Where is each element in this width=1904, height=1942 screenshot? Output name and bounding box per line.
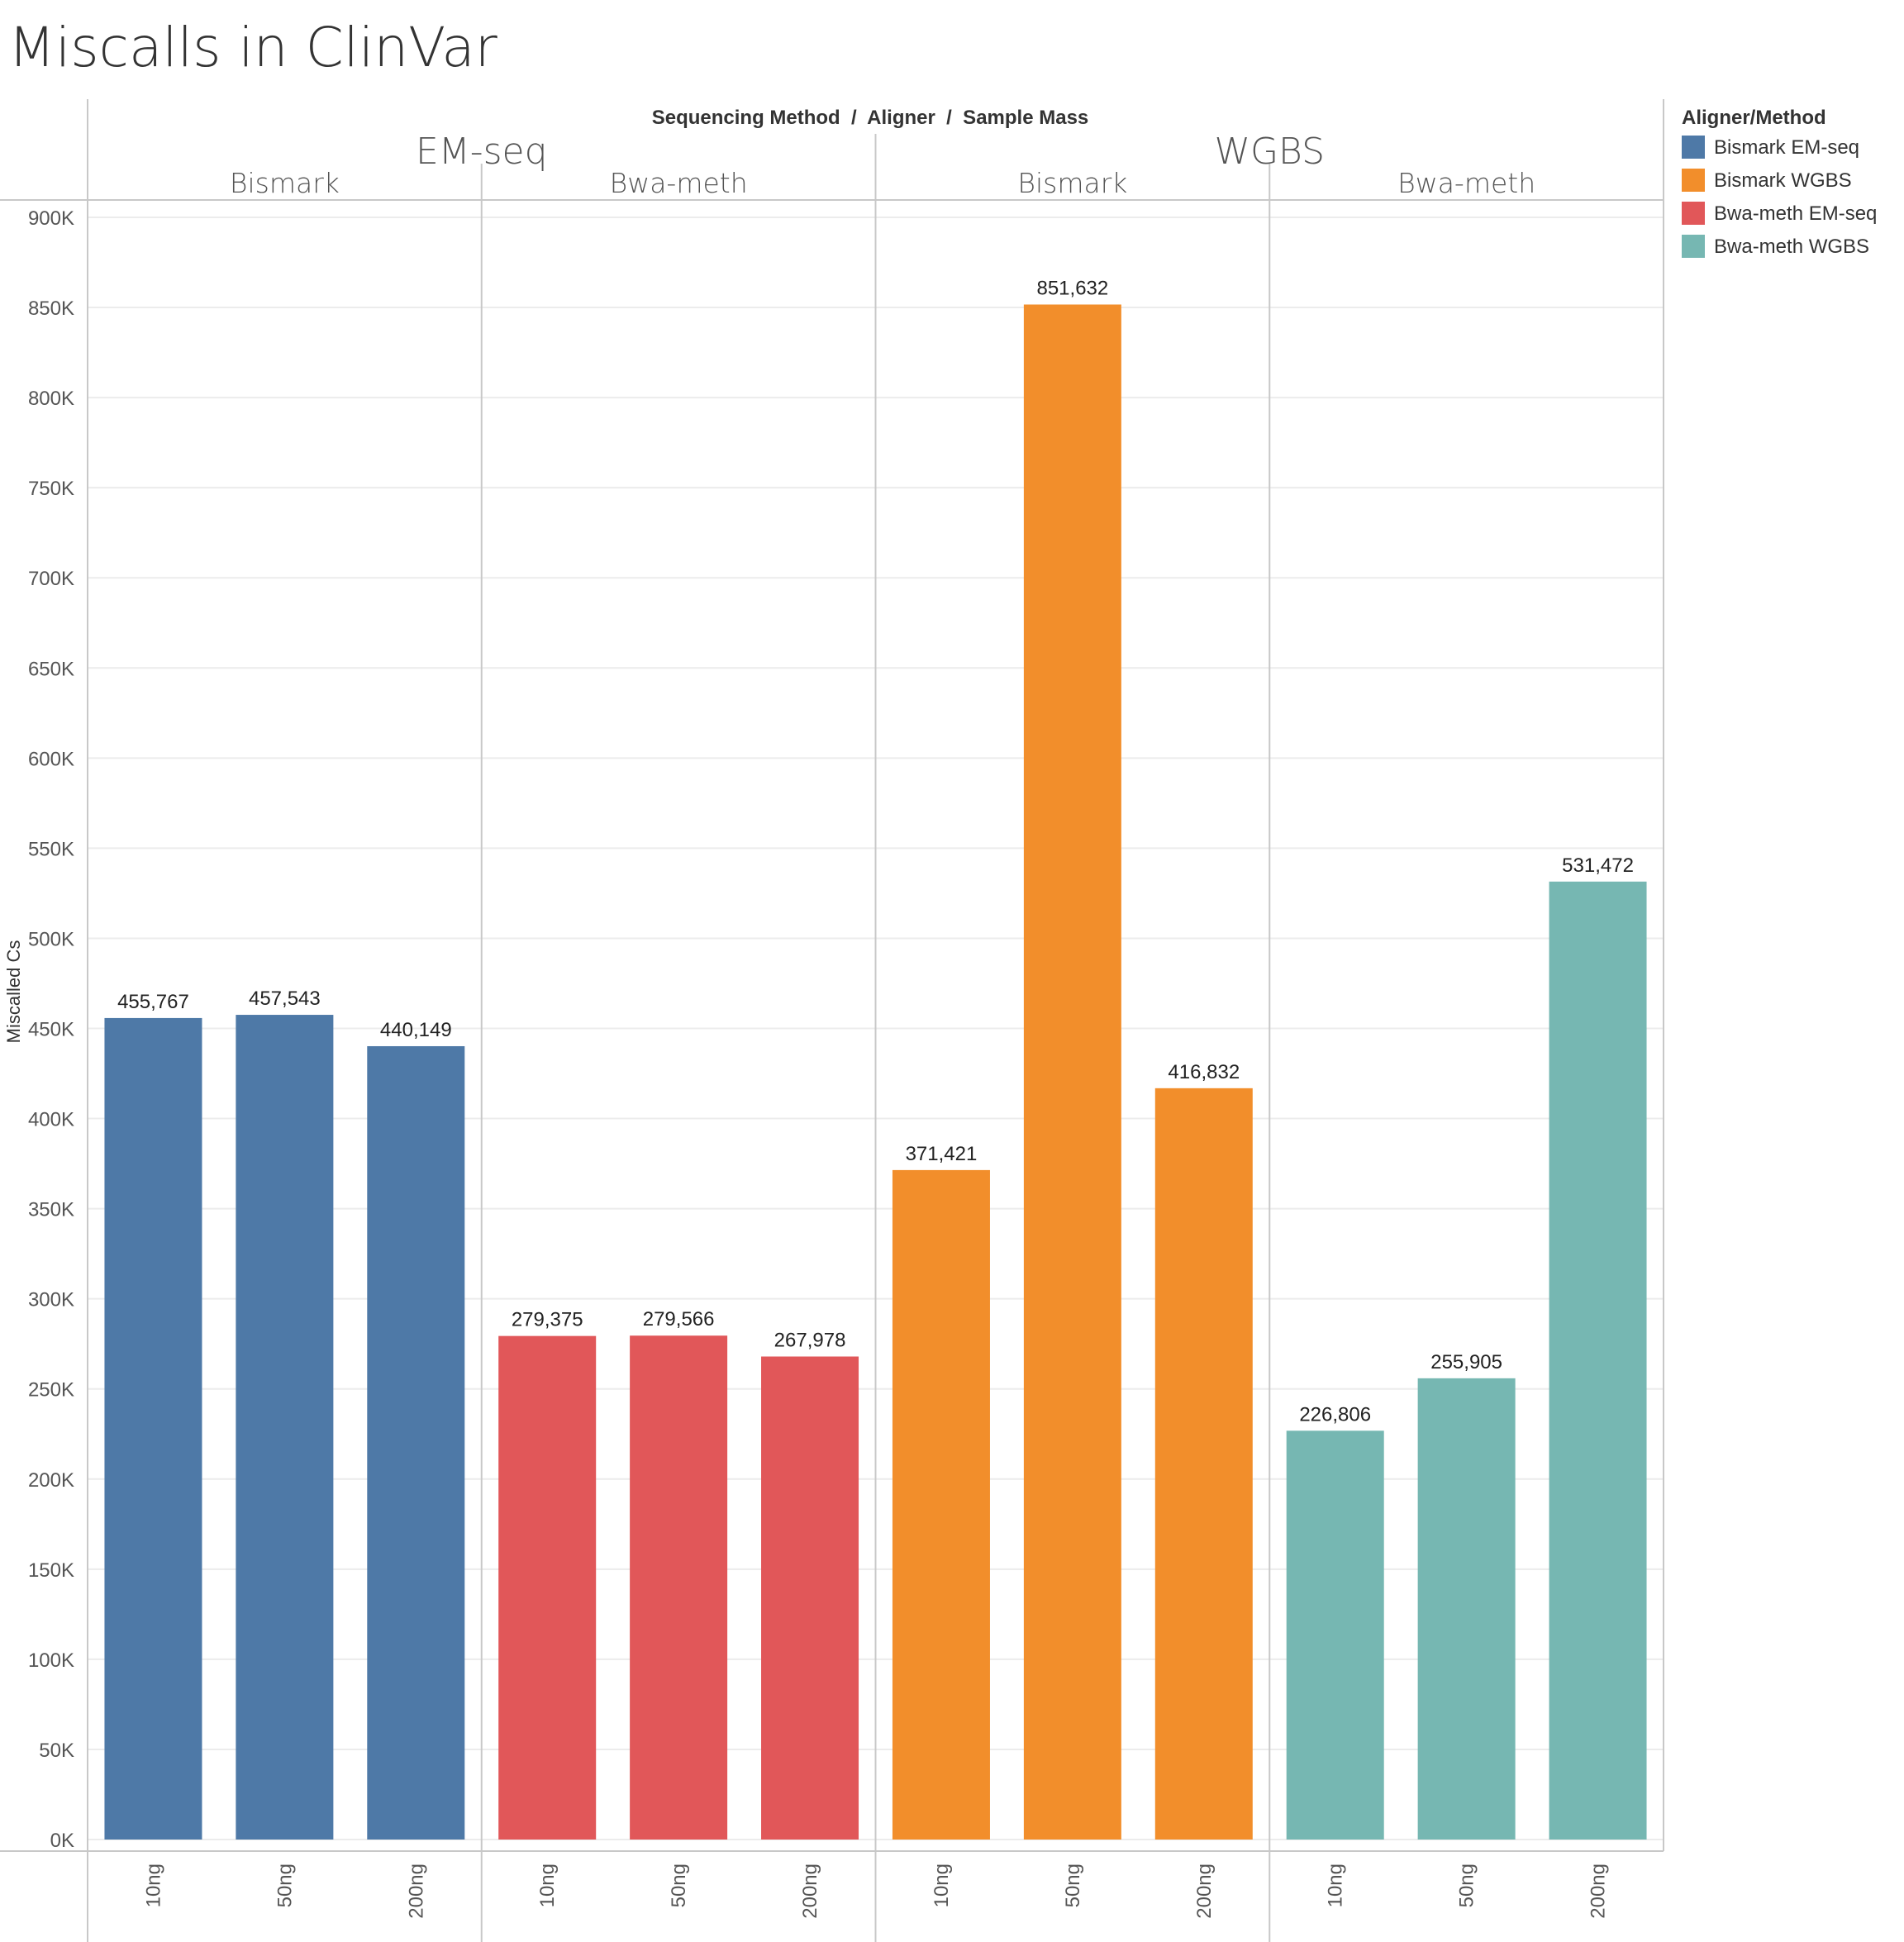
bar-bismark-wgbs-50ng xyxy=(1023,304,1121,1840)
bar-value-label: 371,421 xyxy=(906,1143,978,1165)
method-header: EM-seq xyxy=(416,131,548,173)
x-tick-label: 200ng xyxy=(799,1863,821,1919)
y-tick-label: 700K xyxy=(28,568,74,590)
bar-bismark-wgbs-10ng xyxy=(892,1169,990,1840)
y-tick-label: 350K xyxy=(28,1199,74,1221)
x-tick-label: 50ng xyxy=(668,1863,690,1907)
legend-swatch xyxy=(1682,235,1705,258)
x-tick-label: 50ng xyxy=(1456,1863,1478,1907)
legend-swatch xyxy=(1682,169,1705,192)
x-tick-label: 50ng xyxy=(274,1863,296,1907)
x-tick-label: 50ng xyxy=(1062,1863,1084,1907)
y-axis: 0K 50K 100K 150K 200K 250K 300K 350K 400K 450K 500… xyxy=(28,207,74,1852)
bar-value-label: 279,566 xyxy=(643,1308,715,1330)
bar-bwa-meth-em-seq-10ng xyxy=(498,1335,597,1840)
bar-bwa-meth-wgbs-10ng xyxy=(1286,1430,1384,1840)
bar-bismark-wgbs-200ng xyxy=(1154,1088,1253,1840)
y-tick-label: 750K xyxy=(28,478,74,500)
legend-item-label: Bismark EM-seq xyxy=(1714,136,1859,159)
y-tick-label: 400K xyxy=(28,1109,74,1131)
bar-value-labels: 455,767 457,543 440,149 279,375 279,566 267,9… xyxy=(117,277,1634,1426)
bar-bismark-em-seq-50ng xyxy=(236,1015,334,1840)
bar-bwa-meth-em-seq-50ng xyxy=(630,1335,728,1840)
bar-value-label: 279,375 xyxy=(512,1309,583,1331)
y-tick-label: 900K xyxy=(28,207,74,230)
y-tick-label: 450K xyxy=(28,1019,74,1041)
bar-bwa-meth-wgbs-50ng xyxy=(1417,1378,1516,1840)
aligner-header: Bismark xyxy=(230,167,340,199)
y-tick-label: 0K xyxy=(50,1830,74,1852)
legend: Aligner/Method Bismark EM-seq Bismark WGB… xyxy=(1663,99,1877,258)
x-tick-label: 200ng xyxy=(1193,1863,1216,1919)
bar-bwa-meth-wgbs-200ng xyxy=(1549,881,1647,1840)
chart-title: Miscalls in ClinVar xyxy=(8,16,498,79)
y-tick-label: 150K xyxy=(28,1559,74,1582)
aligner-header: Bwa-meth xyxy=(610,167,748,199)
y-tick-label: 650K xyxy=(28,658,74,680)
x-tick-label: 200ng xyxy=(1587,1863,1610,1919)
bar-value-label: 455,767 xyxy=(117,991,189,1013)
y-tick-label: 50K xyxy=(39,1740,74,1762)
x-axis: 10ng 50ng 200ng 10ng 50ng 200ng 10ng 50ng 200ng 1… xyxy=(142,1863,1609,1919)
legend-item-label: Bwa-meth EM-seq xyxy=(1714,202,1877,225)
bar-value-label: 440,149 xyxy=(380,1019,452,1041)
legend-item-label: Bismark WGBS xyxy=(1714,169,1852,192)
legend-title: Aligner/Method xyxy=(1682,107,1826,129)
y-tick-label: 200K xyxy=(28,1469,74,1492)
method-header: WGBS xyxy=(1214,131,1325,173)
legend-item-label: Bwa-meth WGBS xyxy=(1714,236,1869,258)
x-tick-label: 10ng xyxy=(931,1863,953,1907)
bar-bwa-meth-em-seq-200ng xyxy=(761,1356,859,1840)
bar-value-label: 851,632 xyxy=(1036,277,1108,299)
y-tick-label: 500K xyxy=(28,928,74,950)
aligner-header: Bismark xyxy=(1017,167,1127,199)
bar-value-label: 226,806 xyxy=(1299,1403,1371,1426)
legend-swatch xyxy=(1682,202,1705,225)
x-tick-label: 200ng xyxy=(405,1863,427,1919)
aligner-header: Bwa-meth xyxy=(1397,167,1535,199)
chart-frame xyxy=(0,99,1664,1942)
y-tick-label: 550K xyxy=(28,838,74,860)
legend-swatch xyxy=(1682,136,1705,159)
bars xyxy=(104,304,1647,1840)
y-tick-label: 100K xyxy=(28,1649,74,1672)
x-tick-label: 10ng xyxy=(1325,1863,1347,1907)
bar-value-label: 457,543 xyxy=(249,988,321,1010)
y-axis-title: Miscalled Cs xyxy=(3,940,24,1044)
y-tick-label: 850K xyxy=(28,297,74,320)
bar-value-label: 416,832 xyxy=(1168,1061,1240,1083)
bar-bismark-em-seq-10ng xyxy=(104,1017,202,1840)
bar-bismark-em-seq-200ng xyxy=(367,1045,465,1840)
bar-value-label: 255,905 xyxy=(1430,1351,1502,1373)
x-tick-label: 10ng xyxy=(536,1863,559,1907)
y-tick-label: 800K xyxy=(28,388,74,410)
facet-headers: EM-seq WGBS Bismark Bwa-meth Bismark Bwa-meth xyxy=(230,131,1535,199)
y-tick-label: 300K xyxy=(28,1289,74,1311)
header-caption: Sequencing Method / Aligner / Sample Mas… xyxy=(652,107,1089,129)
bar-value-label: 267,978 xyxy=(774,1330,846,1352)
x-tick-label: 10ng xyxy=(142,1863,164,1907)
y-tick-label: 250K xyxy=(28,1379,74,1402)
y-tick-label: 600K xyxy=(28,748,74,770)
bar-value-label: 531,472 xyxy=(1562,854,1634,877)
